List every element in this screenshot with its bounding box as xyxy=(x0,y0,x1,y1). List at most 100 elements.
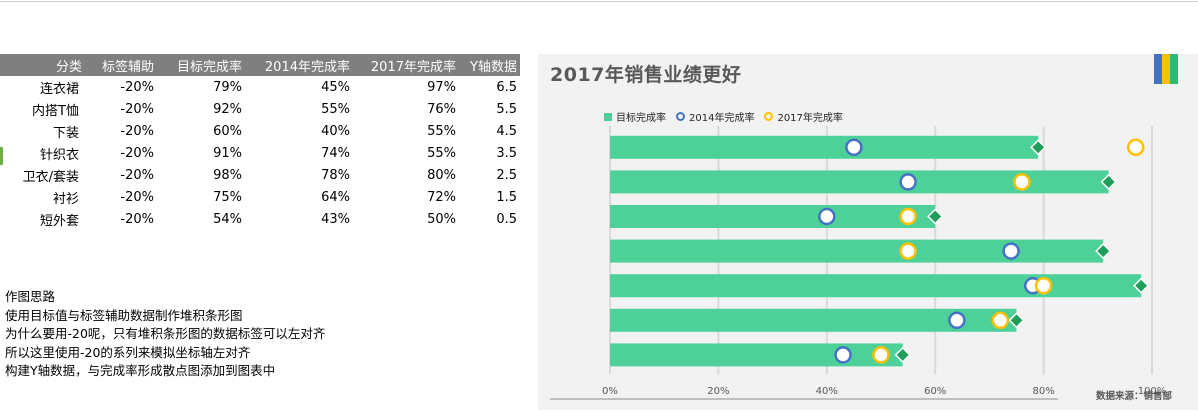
cell-2017-rate[interactable]: 50% xyxy=(427,211,456,227)
header-y-axis[interactable]: Y轴数据 xyxy=(459,54,520,76)
x-tick-label[interactable]: 60% xyxy=(924,386,946,397)
cell-target-rate[interactable]: 92% xyxy=(213,101,242,117)
cell-2017-rate[interactable]: 55% xyxy=(427,145,456,161)
table-row: 短外套 -20% 54% 43% 50% 0.5 xyxy=(0,208,520,230)
cell-y-axis[interactable]: 4.5 xyxy=(496,123,517,139)
point-2017[interactable] xyxy=(1013,173,1031,191)
cell-y-axis[interactable]: 0.5 xyxy=(496,211,517,227)
note-line[interactable]: 作图思路 xyxy=(5,289,56,304)
source-line xyxy=(550,398,1058,400)
target-bar[interactable] xyxy=(610,308,1017,332)
point-2014[interactable] xyxy=(845,138,863,157)
legend-swatch-2014 xyxy=(676,112,685,121)
cell-label-helper[interactable]: -20% xyxy=(120,79,154,95)
target-bar[interactable] xyxy=(610,170,1109,194)
target-end-marker[interactable] xyxy=(894,346,911,363)
x-tick-label[interactable]: 80% xyxy=(1032,386,1054,397)
cell-target-rate[interactable]: 60% xyxy=(213,123,242,139)
cell-2017-rate[interactable]: 72% xyxy=(427,189,456,205)
note-line[interactable]: 为什么要用-20呢，只有堆积条形图的数据标签可以左对齐 xyxy=(5,326,326,341)
target-end-marker[interactable] xyxy=(1030,139,1047,156)
cell-2014-rate[interactable]: 55% xyxy=(321,101,350,117)
point-2014[interactable] xyxy=(818,207,836,226)
cell-target-rate[interactable]: 91% xyxy=(213,145,242,161)
cell-y-axis[interactable]: 1.5 xyxy=(496,189,517,205)
target-bar[interactable] xyxy=(610,343,903,367)
cell-2014-rate[interactable]: 43% xyxy=(321,211,350,227)
point-2014[interactable] xyxy=(948,311,966,330)
cell-2017-rate[interactable]: 97% xyxy=(427,79,456,95)
cell-target-rate[interactable]: 75% xyxy=(213,189,242,205)
cell-category[interactable]: 短外套 xyxy=(39,213,79,229)
chart-source[interactable]: 数据来源：销售部 xyxy=(1095,391,1172,402)
cell-label-helper[interactable]: -20% xyxy=(120,101,154,117)
cell-2014-rate[interactable]: 64% xyxy=(321,189,350,205)
point-2017[interactable] xyxy=(1126,138,1145,157)
cell-label-helper[interactable]: -20% xyxy=(120,211,154,227)
cell-label-helper[interactable]: -20% xyxy=(120,167,154,183)
point-2014[interactable] xyxy=(1002,242,1020,260)
legend-swatch-2017 xyxy=(764,112,774,121)
note-line[interactable]: 使用目标值与标签辅助数据制作堆积条形图 xyxy=(5,307,243,323)
target-end-marker[interactable] xyxy=(1095,243,1112,260)
header-target-rate[interactable]: 目标完成率 xyxy=(157,54,245,76)
cell-y-axis[interactable]: 5.5 xyxy=(496,101,517,117)
chart-area[interactable]: 2017年销售业绩更好 目标完成率 2014年完成率 2017年完成率 0% 20… xyxy=(538,54,1198,410)
cell-2017-rate[interactable]: 80% xyxy=(427,167,456,183)
cell-target-rate[interactable]: 98% xyxy=(213,167,242,183)
header-category[interactable]: 分类 xyxy=(0,54,85,76)
cell-category[interactable]: 针织衣 xyxy=(39,147,79,163)
target-bar[interactable] xyxy=(610,239,1104,263)
target-bar[interactable] xyxy=(610,274,1142,298)
legend-item-2014[interactable]: 2014年完成率 xyxy=(676,109,754,124)
legend[interactable]: 目标完成率 2014年完成率 2017年完成率 xyxy=(604,109,853,124)
cell-label-helper[interactable]: -20% xyxy=(120,145,154,161)
cell-2014-rate[interactable]: 78% xyxy=(321,167,350,183)
point-2017[interactable] xyxy=(899,207,917,226)
cell-y-axis[interactable]: 2.5 xyxy=(496,167,517,183)
x-tick-label[interactable]: 20% xyxy=(707,386,729,397)
cell-y-axis[interactable]: 3.5 xyxy=(496,145,517,161)
legend-item-2017[interactable]: 2017年完成率 xyxy=(764,109,843,124)
cell-2017-rate[interactable]: 55% xyxy=(427,123,456,139)
x-tick-label[interactable]: 0% xyxy=(602,386,618,397)
table-row: 下装 -20% 60% 40% 55% 4.5 xyxy=(0,120,520,142)
cell-label-helper[interactable]: -20% xyxy=(120,189,154,205)
point-2017[interactable] xyxy=(872,346,890,364)
plot-svg[interactable]: 0% 20% 40% 60% 80% 100% xyxy=(538,54,1198,410)
target-bar[interactable] xyxy=(610,205,936,228)
cell-y-axis[interactable]: 6.5 xyxy=(496,79,517,95)
cell-2014-rate[interactable]: 74% xyxy=(321,145,350,161)
cell-2017-rate[interactable]: 76% xyxy=(427,101,456,117)
cell-category[interactable]: 卫衣/套装 xyxy=(22,169,79,185)
x-tick-label[interactable]: 40% xyxy=(816,386,838,397)
cell-2014-rate[interactable]: 45% xyxy=(321,79,350,95)
cell-category[interactable]: 连衣裙 xyxy=(39,81,79,97)
header-2014-rate[interactable]: 2014年完成率 xyxy=(245,54,353,76)
cell-category[interactable]: 衬衫 xyxy=(52,191,79,207)
note-line[interactable]: 所以这里使用-20的系列来模拟坐标轴左对齐 xyxy=(5,344,251,360)
header-2017-rate[interactable]: 2017年完成率 xyxy=(353,54,459,76)
point-2014[interactable] xyxy=(834,346,852,364)
chart-title[interactable]: 2017年销售业绩更好 xyxy=(550,64,742,86)
cell-category[interactable]: 内搭T恤 xyxy=(32,103,79,119)
point-2014[interactable] xyxy=(899,173,917,191)
point-2017[interactable] xyxy=(899,242,917,260)
cell-2014-rate[interactable]: 40% xyxy=(321,123,350,139)
cell-target-rate[interactable]: 54% xyxy=(213,211,242,227)
point-2017[interactable] xyxy=(1034,276,1053,295)
target-end-marker[interactable] xyxy=(927,208,944,225)
target-end-marker[interactable] xyxy=(1133,277,1150,294)
header-label-helper[interactable]: 标签辅助 xyxy=(85,54,157,76)
x-tick-label[interactable]: 100% xyxy=(1138,386,1167,397)
cell-target-rate[interactable]: 79% xyxy=(213,79,242,95)
cell-category[interactable]: 下装 xyxy=(52,125,79,141)
design-notes: 作图思路 使用目标值与标签辅助数据制作堆积条形图 为什么要用-20呢，只有堆积条… xyxy=(5,288,325,381)
target-end-marker[interactable] xyxy=(1008,312,1025,329)
note-line[interactable]: 构建Y轴数据，与完成率形成散点图添加到图表中 xyxy=(5,363,276,378)
target-end-marker[interactable] xyxy=(1100,173,1117,190)
point-2017[interactable] xyxy=(991,311,1009,330)
cell-label-helper[interactable]: -20% xyxy=(120,123,154,139)
target-bar[interactable] xyxy=(610,135,1039,159)
legend-item-target[interactable]: 目标完成率 xyxy=(604,109,666,124)
